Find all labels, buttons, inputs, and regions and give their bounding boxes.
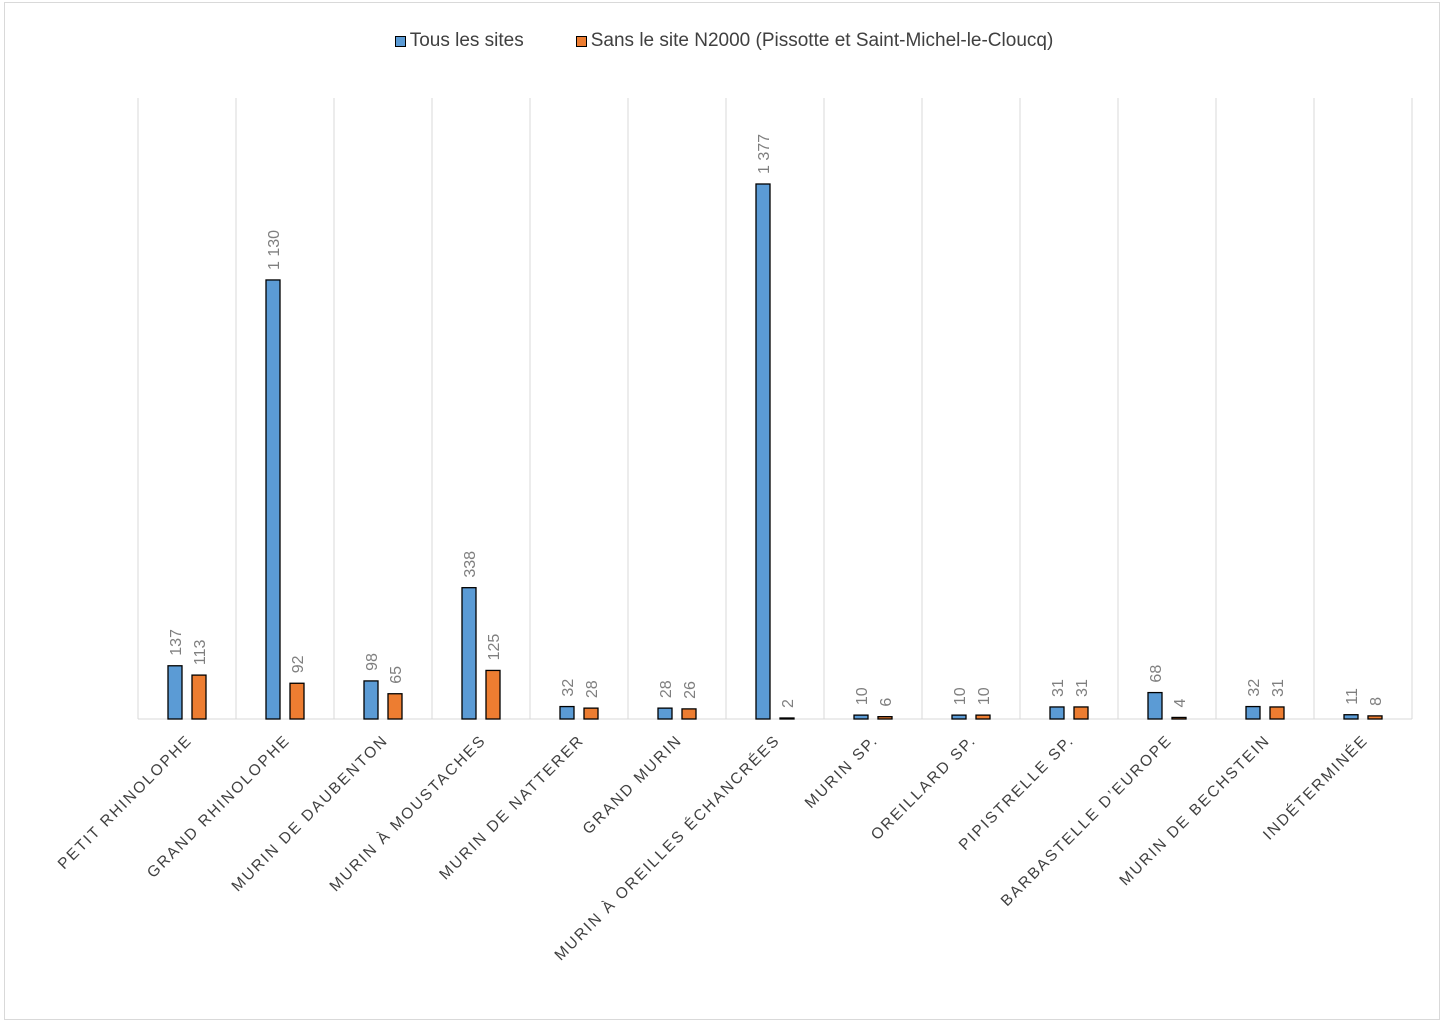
bar-series-1: [461, 587, 477, 720]
bar-series-2: [1171, 716, 1187, 720]
data-label-series-2: 26: [682, 681, 699, 699]
data-label-series-1: 28: [658, 680, 675, 698]
data-label-series-2: 31: [1074, 679, 1091, 697]
legend-swatch-series-1: [394, 35, 406, 47]
bar-series-2: [485, 669, 501, 720]
bar-series-1: [1147, 691, 1163, 720]
data-label-series-2: 31: [1270, 679, 1287, 697]
bar-series-2: [1367, 715, 1383, 720]
data-label-series-1: 11: [1344, 688, 1361, 705]
bar-series-2: [387, 693, 403, 720]
x-tick-label: GRAND MURIN: [580, 732, 686, 838]
bar-series-1: [167, 665, 183, 720]
chart-frame: [4, 2, 1440, 1020]
x-tick-label: MURIN À OREILLES ÉCHANCRÉES: [552, 732, 784, 964]
data-label-series-2: 8: [1368, 697, 1385, 706]
x-tick-label: INDÉTERMINÉE: [1260, 732, 1372, 844]
bar-series-2: [1073, 706, 1089, 720]
data-label-series-2: 2: [780, 699, 797, 708]
data-label-series-2: 92: [290, 655, 307, 673]
data-label-series-2: 28: [584, 680, 601, 698]
legend-item-series-2: Sans le site N2000 (Pissotte et Saint-Mi…: [575, 30, 1054, 52]
data-label-series-2: 125: [486, 634, 503, 661]
data-label-series-2: 4: [1172, 698, 1189, 707]
x-tick-label: MURIN À MOUSTACHES: [326, 732, 489, 895]
bar-series-1: [853, 714, 869, 720]
bar-series-1: [1343, 714, 1359, 720]
bar-series-2: [191, 674, 207, 720]
bar-series-1: [559, 705, 575, 720]
bar-series-2: [681, 708, 697, 720]
data-label-series-1: 338: [462, 551, 479, 578]
bar-series-1: [265, 279, 281, 720]
x-tick-label: OREILLARD SP.: [868, 732, 980, 844]
legend: Tous les sites Sans le site N2000 (Pisso…: [0, 30, 1448, 52]
x-tick-label: BARBASTELLE D’EUROPE: [998, 732, 1176, 910]
data-label-series-1: 10: [854, 687, 871, 705]
bar-series-2: [779, 717, 795, 720]
bar-series-2: [975, 714, 991, 720]
data-label-series-2: 6: [878, 698, 895, 707]
data-label-series-1: 137: [168, 629, 185, 656]
bar-series-1: [657, 707, 673, 720]
bar-series-2: [583, 707, 599, 720]
data-label-series-1: 98: [364, 653, 381, 671]
data-label-series-1: 1 130: [266, 230, 283, 270]
bar-series-1: [755, 183, 771, 720]
bar-series-2: [877, 716, 893, 720]
bar-series-2: [289, 682, 305, 720]
data-label-series-1: 10: [952, 687, 969, 705]
legend-label-series-1: Tous les sites: [409, 30, 524, 51]
x-tick-label: MURIN DE DAUBENTON: [228, 732, 391, 895]
data-label-series-1: 68: [1148, 665, 1165, 683]
bar-series-2: [1269, 706, 1285, 720]
data-label-series-1: 32: [1246, 679, 1263, 697]
data-label-series-1: 31: [1050, 679, 1067, 697]
bar-series-1: [363, 680, 379, 720]
legend-swatch-series-2: [575, 35, 587, 47]
bar-series-1: [1049, 706, 1065, 720]
bar-series-1: [1245, 705, 1261, 720]
data-label-series-2: 65: [388, 666, 405, 684]
bar-series-1: [951, 714, 967, 720]
data-label-series-1: 32: [560, 679, 577, 697]
x-tick-label: MURIN SP.: [802, 732, 882, 812]
legend-item-series-1: Tous les sites: [394, 30, 524, 52]
legend-label-series-2: Sans le site N2000 (Pissotte et Saint-Mi…: [590, 30, 1054, 51]
data-label-series-2: 113: [192, 639, 209, 665]
data-label-series-2: 10: [976, 687, 993, 705]
data-label-series-1: 1 377: [756, 134, 773, 174]
